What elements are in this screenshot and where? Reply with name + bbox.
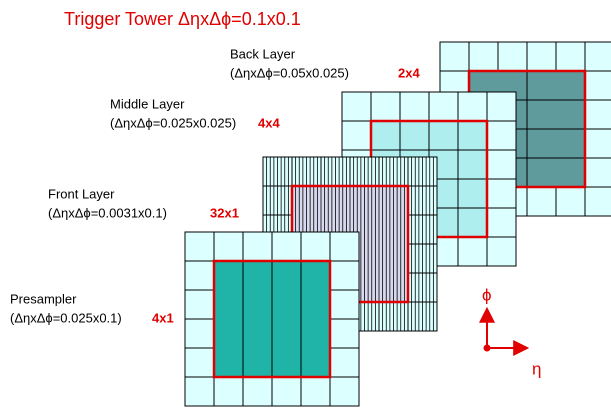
layer-cells-count: 32x1 <box>210 205 239 220</box>
layers: Back Layer (ΔηxΔϕ=0.05x0.025) 2x4 Middle La… <box>10 41 611 407</box>
phi-label: ϕ <box>482 285 492 304</box>
axes: ϕ η <box>479 285 541 378</box>
tower-outline <box>212 259 332 379</box>
layer-name: Front Layer <box>48 186 115 201</box>
layer-cells-count: 2x4 <box>398 65 420 80</box>
layer-name: Middle Layer <box>110 96 185 111</box>
title: Trigger Tower ΔηxΔϕ=0.1x0.1 <box>64 9 301 29</box>
layer-granularity: (ΔηxΔϕ=0.025x0.1) <box>10 310 122 325</box>
layer-name: Back Layer <box>230 46 296 61</box>
layer-cells-count: 4x4 <box>258 115 280 130</box>
eta-label: η <box>532 359 541 378</box>
layer: Presampler (ΔηxΔϕ=0.025x0.1) 4x1 <box>10 231 360 407</box>
layer-name: Presampler <box>10 291 77 306</box>
origin <box>483 344 491 352</box>
layer-granularity: (ΔηxΔϕ=0.0031x0.1) <box>48 205 167 220</box>
layer-granularity: (ΔηxΔϕ=0.05x0.025) <box>230 65 349 80</box>
layer-cells-count: 4x1 <box>152 310 174 325</box>
layer-granularity: (ΔηxΔϕ=0.025x0.025) <box>110 115 236 130</box>
